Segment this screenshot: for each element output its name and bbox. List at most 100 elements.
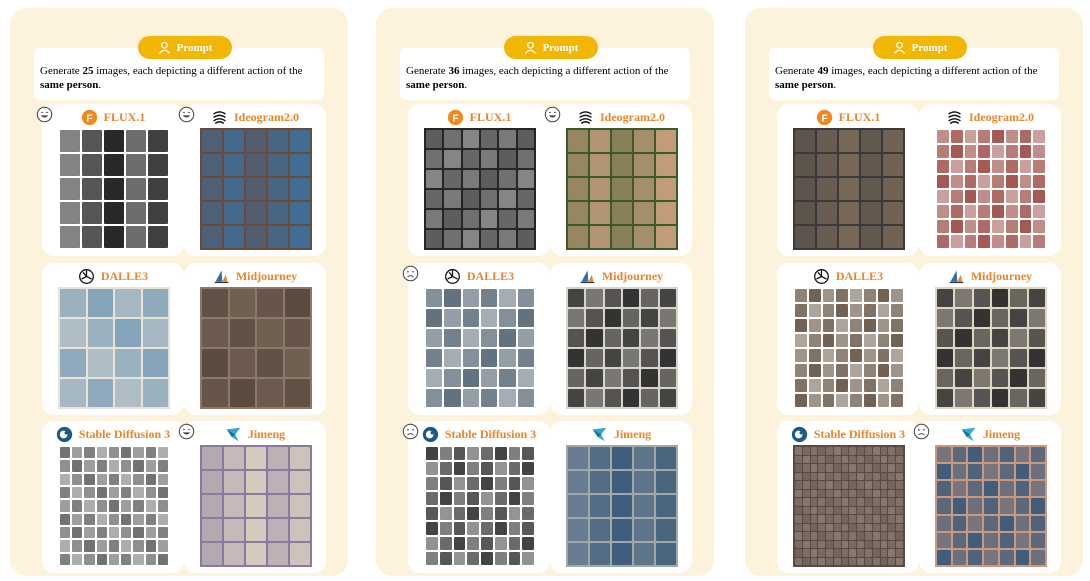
model-header: F FLUX.1 (408, 108, 550, 126)
jimeng-logo-icon (591, 426, 608, 443)
image-tile (590, 495, 610, 517)
image-tile (634, 495, 654, 517)
image-tile (973, 329, 990, 347)
image-tile (60, 349, 86, 377)
image-tile (60, 486, 71, 499)
image-tile (964, 175, 977, 188)
image-tile (872, 532, 880, 540)
image-tile (865, 498, 872, 506)
image-tile (494, 522, 507, 535)
image-tile (145, 513, 156, 525)
image-tile (87, 289, 113, 317)
image-tile (795, 379, 807, 392)
image-tile (142, 319, 168, 347)
model-header: DALLE3 (408, 267, 550, 285)
image-tile (964, 145, 977, 158)
image-tile (795, 304, 807, 317)
model-name: FLUX.1 (469, 109, 512, 124)
image-tile (246, 178, 266, 200)
image-tile (1019, 145, 1032, 158)
model-card-ideogram: Ideogram2.0 (919, 104, 1061, 256)
image-tile (517, 369, 534, 387)
prompt-post: images, each depicting a different actio… (459, 65, 669, 77)
image-tile (133, 473, 144, 485)
image-tile (872, 549, 880, 557)
image-tile (604, 389, 621, 407)
image-tile (992, 205, 1004, 218)
image-tile (836, 349, 848, 362)
image-tile (850, 349, 862, 362)
image-tile (952, 515, 967, 531)
image-tile (467, 477, 479, 490)
image-tile (508, 477, 521, 490)
model-name: Jimeng (247, 426, 286, 441)
image-tile (82, 130, 102, 152)
image-tile (999, 464, 1014, 480)
generated-image-grid (58, 287, 170, 409)
image-tile (659, 309, 676, 327)
image-tile (964, 190, 977, 203)
image-tile (145, 486, 156, 499)
image-tile (795, 319, 807, 332)
image-tile (439, 477, 452, 490)
image-tile (1010, 289, 1027, 307)
image-tile (634, 543, 654, 565)
image-tile (444, 329, 461, 347)
image-tile (877, 289, 890, 302)
image-tile (656, 154, 676, 176)
model-header: Midjourney (919, 267, 1061, 285)
image-tile (508, 507, 521, 520)
image-tile (877, 334, 890, 347)
image-tile (467, 552, 479, 565)
image-tile (659, 329, 676, 347)
image-tile (865, 549, 872, 557)
image-tile (453, 447, 466, 460)
image-tile (426, 462, 438, 475)
image-tile (1028, 369, 1045, 387)
image-tile (121, 500, 132, 512)
image-tile (984, 481, 998, 497)
image-tile (467, 507, 479, 520)
model-header: Midjourney (184, 267, 326, 285)
image-tile (1005, 145, 1018, 158)
image-tile (937, 389, 954, 407)
image-tile (108, 500, 120, 512)
image-tile (1019, 130, 1032, 143)
image-tile (891, 334, 903, 347)
image-tile (115, 319, 141, 347)
image-tile (133, 447, 144, 459)
image-tile (145, 500, 156, 512)
image-tile (517, 150, 534, 168)
image-tile (634, 130, 654, 152)
image-tile (863, 349, 876, 362)
image-tile (641, 329, 658, 347)
image-tile (896, 447, 903, 455)
image-tile (795, 472, 802, 480)
image-tile (817, 202, 837, 224)
image-tile (522, 462, 534, 475)
image-tile (978, 205, 990, 218)
happy-face-icon (544, 106, 561, 123)
image-tile (612, 543, 632, 565)
image-tile (568, 130, 588, 152)
image-tile (224, 130, 244, 152)
image-tile (849, 515, 857, 523)
image-tile (992, 190, 1004, 203)
image-tile (462, 230, 479, 248)
image-tile (865, 447, 872, 455)
image-tile (861, 226, 881, 248)
image-tile (84, 460, 95, 472)
image-tile (96, 513, 107, 525)
image-tile (880, 464, 888, 472)
image-tile (795, 515, 802, 523)
image-tile (937, 464, 951, 480)
image-tile (880, 523, 888, 531)
image-tile (60, 553, 71, 565)
image-tile (841, 472, 849, 480)
image-tile (462, 170, 479, 188)
image-tile (1033, 220, 1045, 233)
image-tile (522, 537, 534, 550)
image-tile (872, 464, 880, 472)
image-tile (850, 289, 862, 302)
image-tile (865, 472, 872, 480)
